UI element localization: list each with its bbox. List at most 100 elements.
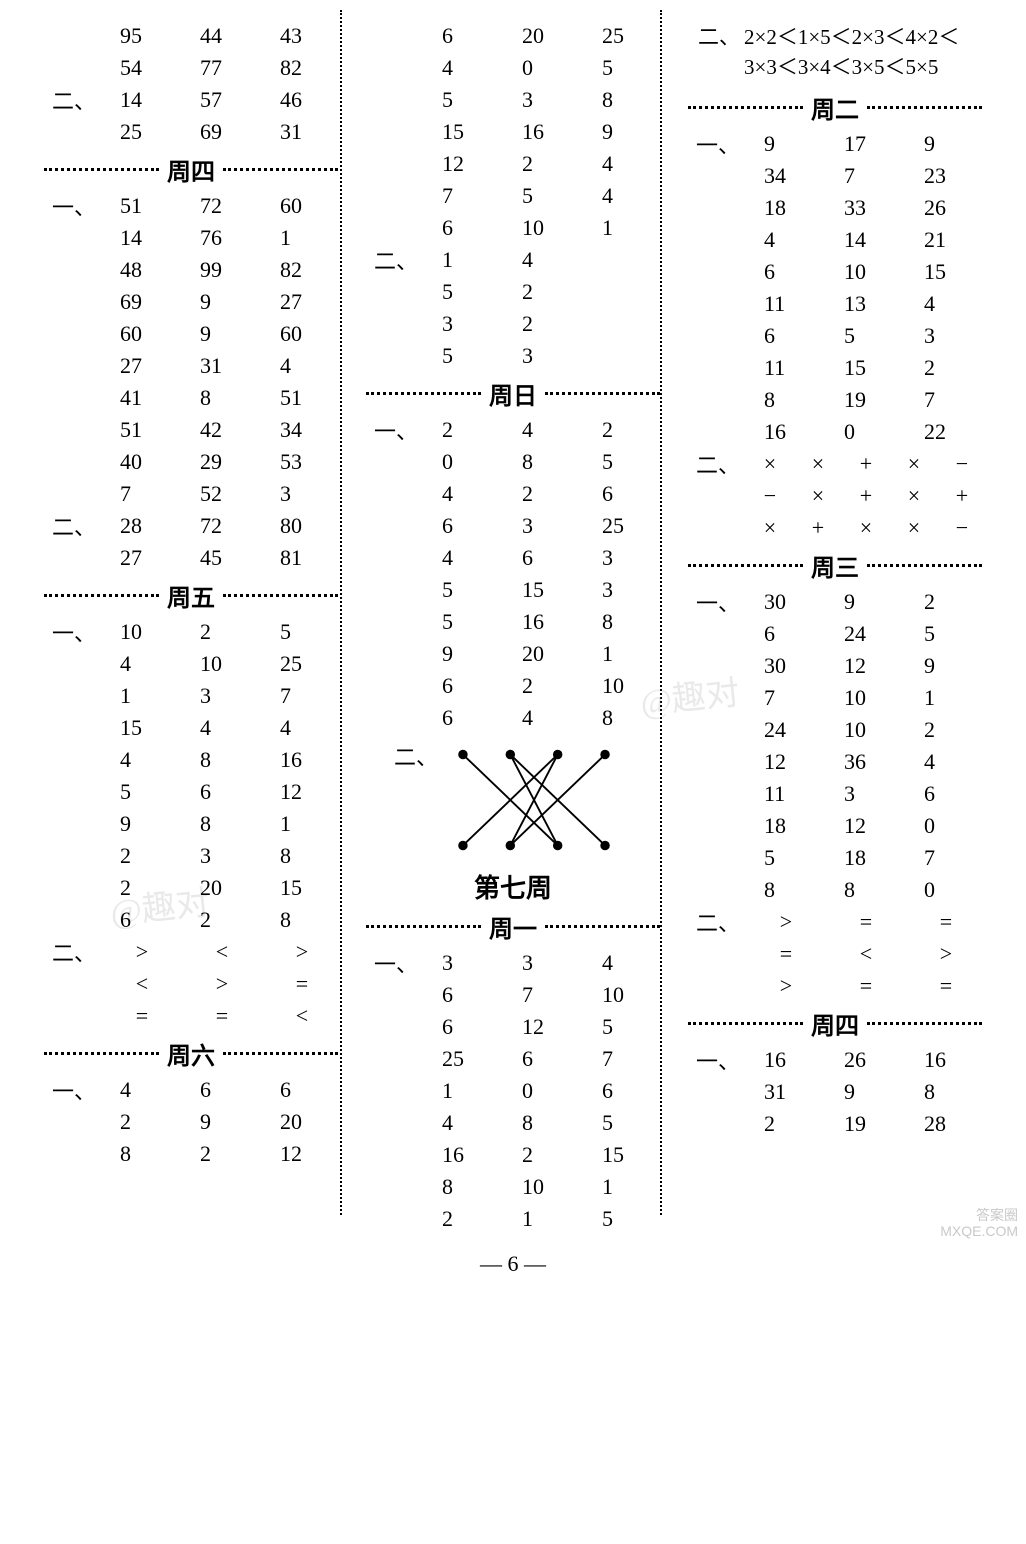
data-cell: 8 [504, 1110, 584, 1136]
row-label: 二、 [40, 510, 102, 542]
data-cell: 2 [424, 1206, 504, 1232]
data-cell: 41 [102, 385, 182, 411]
divider-label: 周一 [485, 909, 541, 944]
data-cell: 20 [262, 1109, 342, 1135]
inequality-block: 二、2×2＜1×5＜2×3＜4×2＜3×3＜3×4＜3×5＜5×5 [684, 20, 986, 86]
data-cell: 40 [102, 449, 182, 475]
data-cell: 9 [182, 321, 262, 347]
symbol-row: ×+××− [684, 512, 986, 544]
data-cell: 1 [424, 247, 504, 273]
data-row: 106 [362, 1075, 664, 1107]
data-cell: 8 [584, 609, 664, 635]
data-cell: 16 [746, 419, 826, 445]
data-cell: 5 [504, 183, 584, 209]
symbol-cell: = [826, 973, 906, 999]
week-title: 第七周 [362, 868, 664, 905]
divider-label: 周四 [163, 152, 219, 187]
data-cell: 3 [584, 545, 664, 571]
data-cell: 10 [826, 717, 906, 743]
data-cell: 2 [504, 1142, 584, 1168]
data-cell: 99 [182, 257, 262, 283]
data-cell: 6 [584, 1078, 664, 1104]
data-cell: 17 [826, 131, 906, 157]
data-row: 485 [362, 1107, 664, 1139]
data-cell: 4 [262, 715, 342, 741]
corner-mark-line2: MXQE.COM [940, 1223, 1018, 1239]
data-cell: 5 [906, 621, 986, 647]
data-row: 085 [362, 446, 664, 478]
day-divider: 周三 [684, 548, 986, 582]
data-row: 22015 [40, 872, 342, 904]
symbol-cell: > [746, 973, 826, 999]
symbol-cell: = [102, 1003, 182, 1029]
data-row: 53 [362, 340, 664, 372]
data-cell: 11 [746, 291, 826, 317]
data-cell: 8 [746, 387, 826, 413]
data-cell: 15 [906, 259, 986, 285]
data-cell: 15 [826, 355, 906, 381]
data-cell: 0 [826, 419, 906, 445]
data-cell: 15 [584, 1142, 664, 1168]
data-cell: 9 [746, 131, 826, 157]
data-cell: 16 [504, 609, 584, 635]
data-cell: 14 [102, 87, 182, 113]
data-row: 137 [40, 680, 342, 712]
data-cell: 6 [906, 781, 986, 807]
row-label: 二、 [40, 936, 102, 968]
day-divider: 周五 [40, 578, 342, 612]
data-cell: 4 [102, 1077, 182, 1103]
data-cell: 33 [826, 195, 906, 221]
data-cell: 76 [182, 225, 262, 251]
data-row: 6210 [362, 670, 664, 702]
data-row: 二、287280 [40, 510, 342, 542]
data-cell: 4 [504, 705, 584, 731]
data-cell: 8 [182, 385, 262, 411]
symbol-cell: + [842, 451, 890, 477]
row-label: 二、 [684, 22, 740, 52]
data-cell: 9 [826, 589, 906, 615]
data-cell: 8 [182, 747, 262, 773]
data-cell: 7 [424, 183, 504, 209]
symbol-cell: = [906, 909, 986, 935]
data-cell: 25 [424, 1046, 504, 1072]
page-number: — 6 — [0, 1245, 1026, 1291]
symbol-cell: < [102, 971, 182, 997]
data-row: 9201 [362, 638, 664, 670]
symbol-cell: − [746, 483, 794, 509]
data-cell: 10 [504, 1174, 584, 1200]
column-2: 620254055381516912247546101二、14523253周日一… [352, 20, 674, 1235]
data-cell: 26 [906, 195, 986, 221]
data-cell: 4 [424, 545, 504, 571]
data-cell: 3 [826, 781, 906, 807]
data-row: 12364 [684, 746, 986, 778]
data-row: 7101 [684, 682, 986, 714]
data-row: 一、162616 [684, 1044, 986, 1076]
data-row: 5153 [362, 574, 664, 606]
data-row: 一、466 [40, 1074, 342, 1106]
data-cell: 3 [504, 343, 584, 369]
data-cell: 10 [826, 685, 906, 711]
row-label: 一、 [362, 947, 424, 979]
page: @趣对 @趣对 954443547782二、145746256931周四一、51… [0, 0, 1026, 1245]
data-row: 648 [362, 702, 664, 734]
data-cell: 1 [262, 811, 342, 837]
data-cell: 16 [262, 747, 342, 773]
data-cell: 24 [746, 717, 826, 743]
day-divider: 周四 [684, 1006, 986, 1040]
data-cell: 81 [262, 545, 342, 571]
day-divider: 周一 [362, 909, 664, 943]
data-row: 18120 [684, 810, 986, 842]
data-cell: 80 [262, 513, 342, 539]
data-cell: 6 [424, 705, 504, 731]
symbol-row: ==< [40, 1000, 342, 1032]
data-cell: 15 [424, 119, 504, 145]
data-cell: 1 [424, 1078, 504, 1104]
column-3: 二、2×2＜1×5＜2×3＜4×2＜3×3＜3×4＜3×5＜5×5周二一、917… [674, 20, 996, 1235]
data-cell: 9 [584, 119, 664, 145]
data-row: 11152 [684, 352, 986, 384]
data-cell: 9 [102, 811, 182, 837]
row-label: 二、 [382, 740, 444, 772]
symbol-cell: = [182, 1003, 262, 1029]
data-cell: 2 [504, 311, 584, 337]
data-cell: 2 [182, 619, 262, 645]
